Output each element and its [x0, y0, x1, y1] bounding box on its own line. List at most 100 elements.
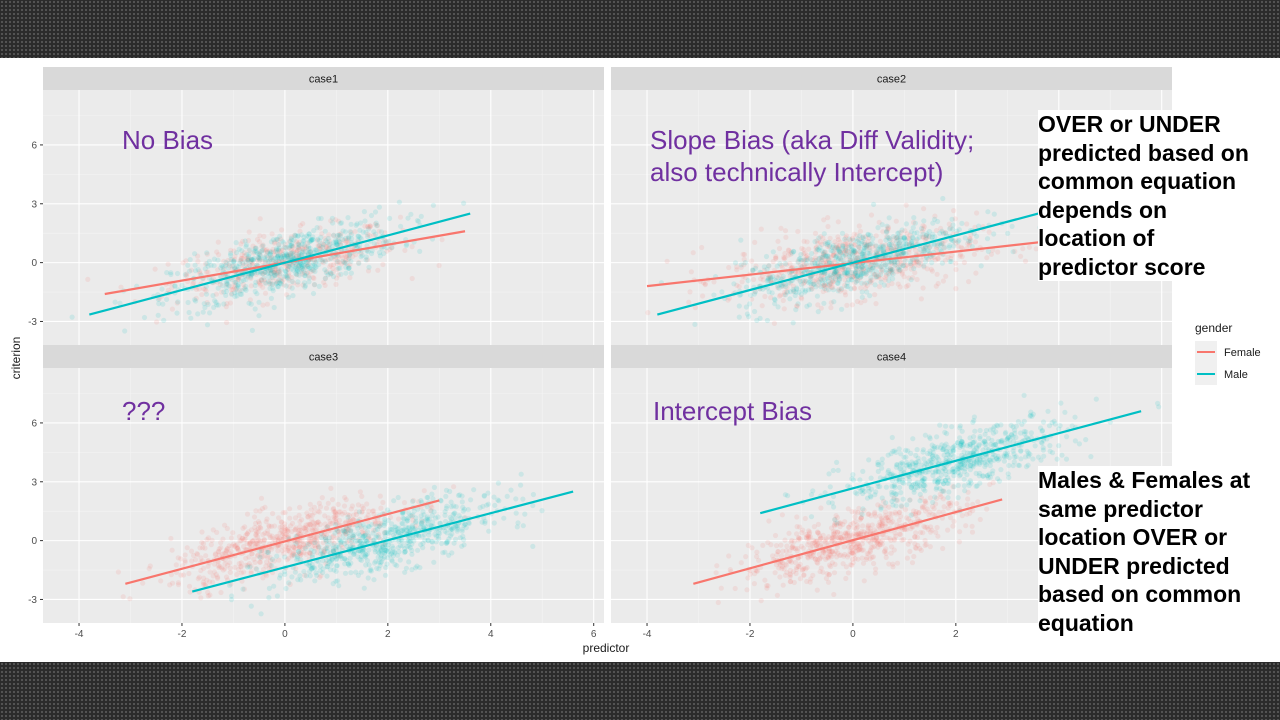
data-point: [745, 575, 751, 581]
data-point: [309, 262, 315, 268]
data-point: [395, 494, 401, 501]
data-point: [964, 221, 970, 227]
data-point: [346, 256, 352, 262]
data-point: [195, 311, 201, 317]
data-point: [858, 300, 864, 306]
data-point: [271, 239, 277, 245]
data-point: [959, 254, 965, 260]
data-point: [366, 226, 372, 232]
data-point: [301, 249, 307, 255]
data-point: [268, 256, 274, 262]
data-point: [829, 538, 835, 544]
data-point: [316, 238, 322, 244]
data-point: [293, 233, 299, 239]
data-point: [202, 545, 208, 551]
data-point: [837, 537, 843, 543]
data-point: [848, 562, 854, 568]
data-point: [282, 263, 288, 269]
data-point: [984, 255, 990, 261]
data-point: [272, 255, 278, 261]
data-point: [373, 220, 379, 226]
data-point: [215, 239, 221, 245]
data-point: [298, 252, 304, 258]
data-point: [272, 248, 279, 255]
data-point: [943, 423, 949, 429]
data-point: [272, 273, 278, 279]
data-point: [969, 523, 975, 529]
data-point: [914, 276, 920, 283]
data-point: [831, 591, 837, 598]
data-point: [373, 231, 379, 237]
data-point: [245, 274, 251, 280]
data-point: [743, 284, 750, 290]
data-point: [314, 225, 320, 231]
data-point: [889, 434, 895, 441]
data-point: [811, 281, 818, 287]
data-point: [298, 264, 304, 270]
data-point: [308, 238, 314, 244]
data-point: [803, 278, 809, 284]
data-point: [223, 259, 229, 265]
data-point: [754, 549, 760, 555]
data-point: [786, 530, 792, 536]
data-point: [271, 258, 277, 265]
data-point: [308, 236, 314, 242]
data-point: [307, 265, 313, 271]
data-point: [205, 263, 211, 269]
data-point: [212, 298, 218, 304]
data-point: [320, 244, 326, 250]
data-point: [304, 262, 310, 268]
data-point: [242, 238, 248, 244]
data-point: [309, 552, 315, 558]
data-point: [240, 281, 246, 287]
data-point: [408, 211, 414, 217]
data-point: [338, 252, 344, 259]
data-point: [844, 302, 850, 308]
data-point: [299, 517, 305, 523]
data-point: [238, 257, 244, 263]
data-point: [205, 301, 211, 307]
data-point: [877, 484, 883, 490]
data-point: [336, 509, 342, 515]
data-point: [269, 255, 275, 261]
data-point: [773, 543, 780, 549]
data-point: [876, 462, 882, 468]
data-point: [326, 242, 332, 248]
data-point: [232, 293, 238, 300]
data-point: [267, 278, 273, 284]
data-point: [934, 524, 940, 531]
data-point: [795, 545, 801, 552]
data-point: [242, 273, 248, 279]
data-point: [355, 233, 361, 239]
data-point: [304, 240, 311, 246]
data-point: [732, 585, 738, 592]
data-point: [322, 275, 328, 282]
data-point: [809, 554, 815, 560]
data-point: [301, 237, 307, 244]
data-point: [313, 264, 319, 270]
data-point: [260, 575, 266, 581]
data-point: [242, 524, 248, 530]
data-point: [929, 268, 936, 274]
data-point: [447, 488, 453, 495]
data-point: [250, 260, 256, 267]
data-point: [248, 258, 254, 264]
data-point: [520, 496, 526, 502]
data-point: [830, 287, 837, 293]
data-point: [287, 284, 293, 290]
data-point: [747, 301, 753, 307]
data-point: [207, 310, 213, 316]
data-point: [798, 257, 804, 263]
data-point: [318, 244, 324, 250]
data-point: [160, 301, 166, 307]
data-point: [751, 581, 758, 587]
data-point: [921, 456, 927, 462]
data-point: [845, 271, 851, 277]
data-point: [220, 536, 226, 542]
data-point: [370, 530, 376, 536]
data-point: [294, 267, 300, 273]
data-point: [859, 289, 865, 295]
data-point: [961, 259, 968, 266]
data-point: [279, 254, 286, 260]
data-point: [795, 228, 801, 235]
